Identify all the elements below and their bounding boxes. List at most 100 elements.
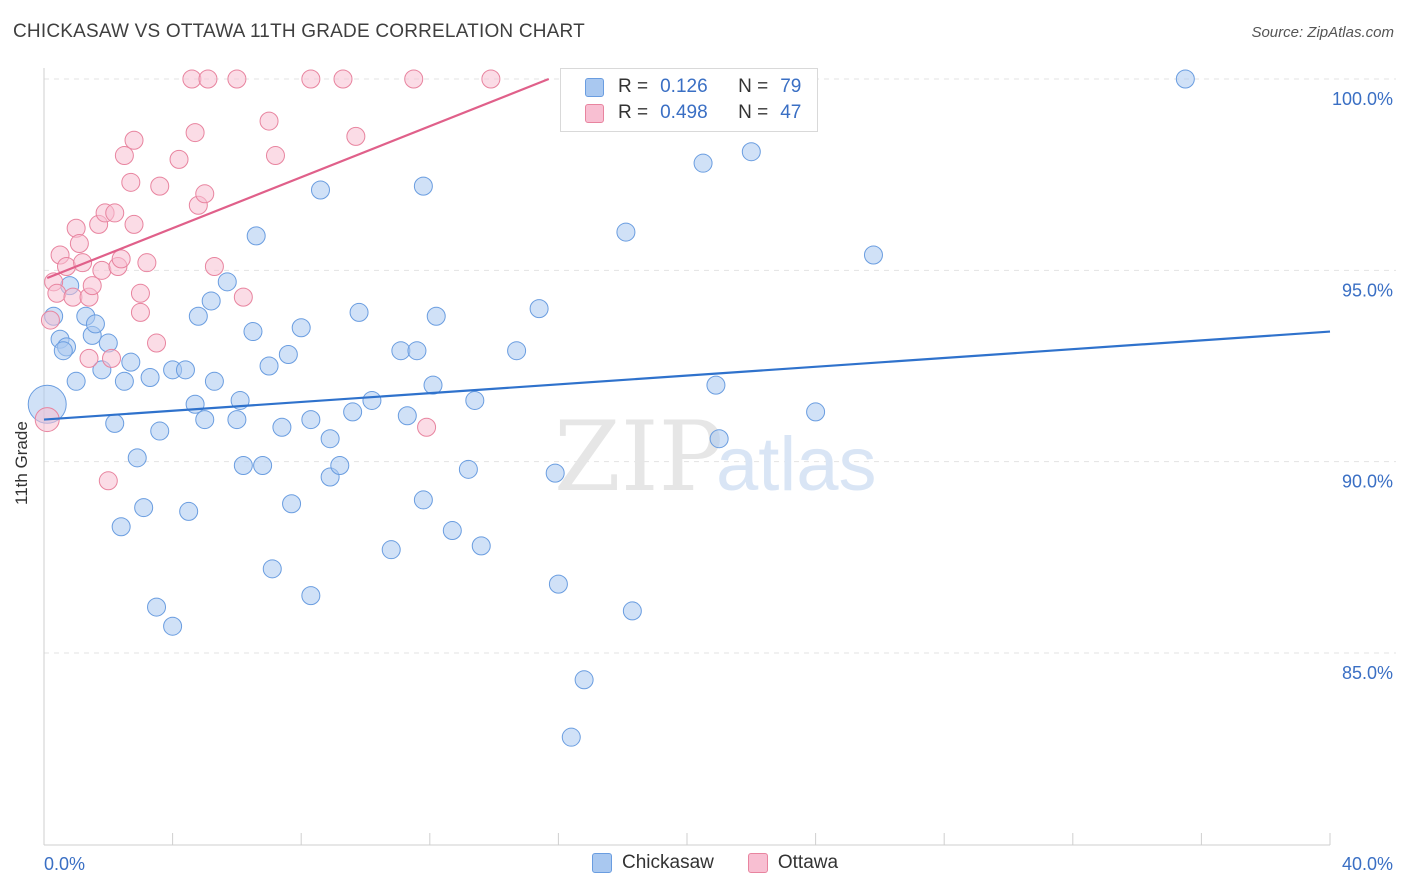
data-point-ottawa xyxy=(227,69,247,89)
data-point-chickasaw xyxy=(301,410,321,430)
data-point-ottawa xyxy=(92,260,112,280)
legend-item-chickasaw[interactable]: Chickasaw xyxy=(592,852,714,874)
data-point-ottawa xyxy=(98,471,118,491)
legend-row-chickasaw: R = 0.126 N = 79 xyxy=(585,74,801,100)
data-point-chickasaw xyxy=(413,176,433,196)
data-point-ottawa xyxy=(233,287,253,307)
legend-item-ottawa[interactable]: Ottawa xyxy=(747,852,838,874)
data-point-chickasaw xyxy=(545,463,565,483)
watermark-zip: ZIP xyxy=(554,401,723,513)
data-point-ottawa xyxy=(66,218,86,238)
data-point-chickasaw xyxy=(262,559,282,579)
data-point-ottawa xyxy=(124,214,144,234)
data-point-chickasaw xyxy=(163,616,183,636)
legend-swatch-chickasaw xyxy=(585,77,604,97)
data-point-chickasaw xyxy=(278,345,298,365)
data-point-chickasaw xyxy=(66,371,86,391)
data-point-ottawa xyxy=(346,126,366,146)
data-point-ottawa xyxy=(198,69,218,89)
data-point-chickasaw xyxy=(175,360,195,380)
data-point-ottawa xyxy=(130,283,150,303)
data-point-chickasaw xyxy=(622,601,642,621)
data-point-chickasaw xyxy=(121,352,141,372)
data-point-chickasaw xyxy=(1175,69,1195,89)
legend-n-value: 47 xyxy=(780,102,802,123)
data-point-chickasaw xyxy=(391,341,411,361)
data-point-ottawa xyxy=(259,111,279,131)
data-point-chickasaw xyxy=(140,367,160,387)
data-point-ottawa xyxy=(404,69,424,89)
data-point-chickasaw xyxy=(85,314,105,334)
data-point-ottawa xyxy=(82,276,102,296)
data-point-chickasaw xyxy=(349,302,369,322)
data-point-chickasaw xyxy=(195,410,215,430)
data-point-ottawa xyxy=(102,348,122,368)
data-point-chickasaw xyxy=(282,494,302,514)
legend-n-label: N = xyxy=(738,76,769,97)
stats-legend: R = 0.126 N = 79 R = 0.498 N = 47 xyxy=(560,68,818,132)
data-point-chickasaw xyxy=(507,341,527,361)
data-point-chickasaw xyxy=(114,371,134,391)
data-point-ottawa xyxy=(111,249,131,269)
legend-r-value: 0.126 xyxy=(660,76,708,97)
data-point-ottawa xyxy=(63,287,83,307)
data-point-chickasaw xyxy=(291,318,311,338)
data-point-chickasaw xyxy=(179,501,199,521)
legend-swatch-chickasaw xyxy=(592,853,612,873)
data-point-ottawa xyxy=(185,123,205,143)
data-point-chickasaw xyxy=(111,517,131,537)
data-point-ottawa xyxy=(195,184,215,204)
data-point-chickasaw xyxy=(204,371,224,391)
trend-line-ottawa xyxy=(46,77,550,280)
data-point-chickasaw xyxy=(709,429,729,449)
data-point-chickasaw xyxy=(616,222,636,242)
y-tick-label: 90.0% xyxy=(1342,472,1393,492)
data-point-chickasaw xyxy=(442,521,462,541)
grid-lines xyxy=(44,78,1396,654)
trend-line-chickasaw xyxy=(43,330,1331,421)
data-point-chickasaw xyxy=(574,670,594,690)
legend-swatch-ottawa xyxy=(747,853,768,873)
data-point-chickasaw xyxy=(134,498,154,518)
data-point-chickasaw xyxy=(362,390,382,410)
data-point-ottawa xyxy=(130,302,150,322)
watermark: ZIP atlas xyxy=(554,401,877,513)
data-point-ottawa xyxy=(40,310,60,330)
legend-label-chickasaw: Chickasaw xyxy=(622,852,714,873)
data-point-ottawa xyxy=(301,69,321,89)
data-point-chickasaw xyxy=(201,291,221,311)
data-point-chickasaw xyxy=(407,341,427,361)
data-point-chickasaw xyxy=(381,540,401,560)
series-ottawa xyxy=(34,69,501,491)
data-point-chickasaw xyxy=(423,375,443,395)
x-tick-label: 40.0% xyxy=(1342,854,1393,874)
legend-r-label: R = xyxy=(618,76,649,97)
data-point-ottawa xyxy=(150,176,170,196)
data-point-ottawa xyxy=(47,283,67,303)
data-point-chickasaw xyxy=(98,333,118,353)
data-point-ottawa xyxy=(114,146,134,166)
data-point-chickasaw xyxy=(426,306,446,326)
data-point-chickasaw xyxy=(259,356,279,376)
legend-row-ottawa: R = 0.498 N = 47 xyxy=(585,100,801,126)
data-point-chickasaw xyxy=(529,299,549,319)
data-point-ottawa xyxy=(204,257,224,277)
data-point-ottawa xyxy=(137,253,157,273)
data-point-ottawa xyxy=(124,130,144,150)
data-point-chickasaw xyxy=(127,448,147,468)
tick-labels: 85.0% 90.0% 95.0% 100.0% 0.0% 40.0% xyxy=(44,89,1393,874)
source-label: Source: ZipAtlas.com xyxy=(1251,24,1394,41)
data-point-chickasaw xyxy=(301,586,321,606)
data-point-ottawa xyxy=(147,333,167,353)
y-tick-label: 100.0% xyxy=(1332,89,1393,109)
data-point-chickasaw xyxy=(343,402,363,422)
data-point-chickasaw xyxy=(272,417,292,437)
data-point-chickasaw xyxy=(548,574,568,594)
watermark-atlas: atlas xyxy=(716,422,877,507)
legend-n-value: 79 xyxy=(780,76,802,97)
data-point-chickasaw xyxy=(105,413,125,433)
data-point-ottawa xyxy=(73,253,93,273)
data-point-chickasaw xyxy=(471,536,491,556)
data-point-chickasaw xyxy=(458,459,478,479)
